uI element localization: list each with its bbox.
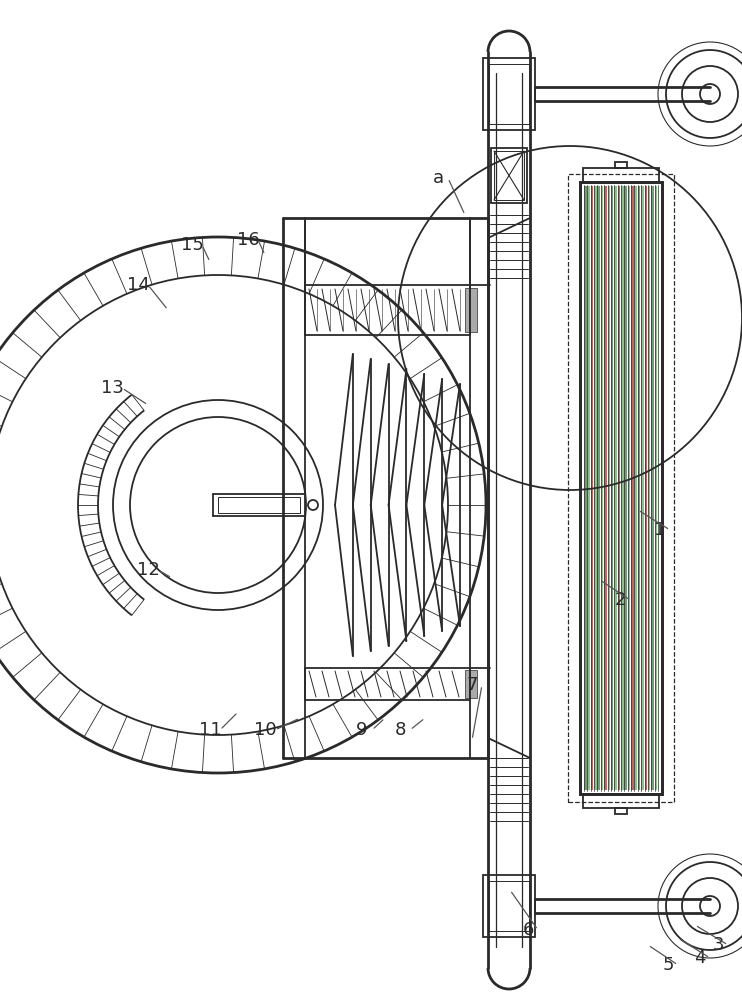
Text: 8: 8 (394, 721, 406, 739)
Bar (580, 182, 662, 794)
Bar (638, 186, 640, 790)
Bar (631, 186, 634, 790)
Bar (594, 186, 597, 790)
Text: 4: 4 (695, 949, 706, 967)
Bar (483, 58, 535, 130)
Text: 7: 7 (466, 676, 478, 694)
Text: 13: 13 (101, 379, 123, 397)
Bar (483, 875, 535, 937)
Text: 6: 6 (522, 921, 533, 939)
Bar (491, 148, 527, 203)
Bar (621, 186, 623, 790)
Text: 1: 1 (654, 521, 666, 539)
Text: 5: 5 (663, 956, 674, 974)
Text: 9: 9 (356, 721, 368, 739)
Bar (634, 186, 637, 790)
Text: 16: 16 (237, 231, 260, 249)
Bar (494, 151, 524, 200)
Bar (604, 186, 607, 790)
Bar (465, 670, 477, 698)
Text: a: a (433, 169, 444, 187)
Bar (641, 186, 644, 790)
Bar (489, 64, 529, 124)
Bar (583, 168, 659, 182)
Bar (654, 186, 657, 790)
Text: 10: 10 (254, 721, 276, 739)
Bar (624, 186, 627, 790)
Bar (597, 186, 600, 790)
Text: 14: 14 (127, 276, 149, 294)
Text: 12: 12 (137, 561, 160, 579)
Bar (651, 186, 654, 790)
Bar (591, 186, 594, 790)
Text: 2: 2 (614, 591, 626, 609)
Bar (614, 186, 617, 790)
Bar (628, 186, 630, 790)
Bar (611, 186, 614, 790)
Bar (617, 186, 620, 790)
Bar (580, 182, 662, 794)
Bar (489, 881, 529, 931)
Bar (645, 186, 647, 790)
Bar (583, 794, 659, 808)
Bar (615, 162, 627, 168)
Bar (584, 186, 586, 790)
Bar (588, 186, 590, 790)
Text: 15: 15 (180, 236, 203, 254)
Bar (608, 186, 610, 790)
Bar (465, 288, 477, 332)
Text: 3: 3 (712, 936, 723, 954)
Bar (615, 808, 627, 814)
Bar (648, 186, 651, 790)
Bar (568, 174, 674, 802)
Bar (601, 186, 603, 790)
Bar (218, 497, 300, 513)
Text: 11: 11 (199, 721, 221, 739)
